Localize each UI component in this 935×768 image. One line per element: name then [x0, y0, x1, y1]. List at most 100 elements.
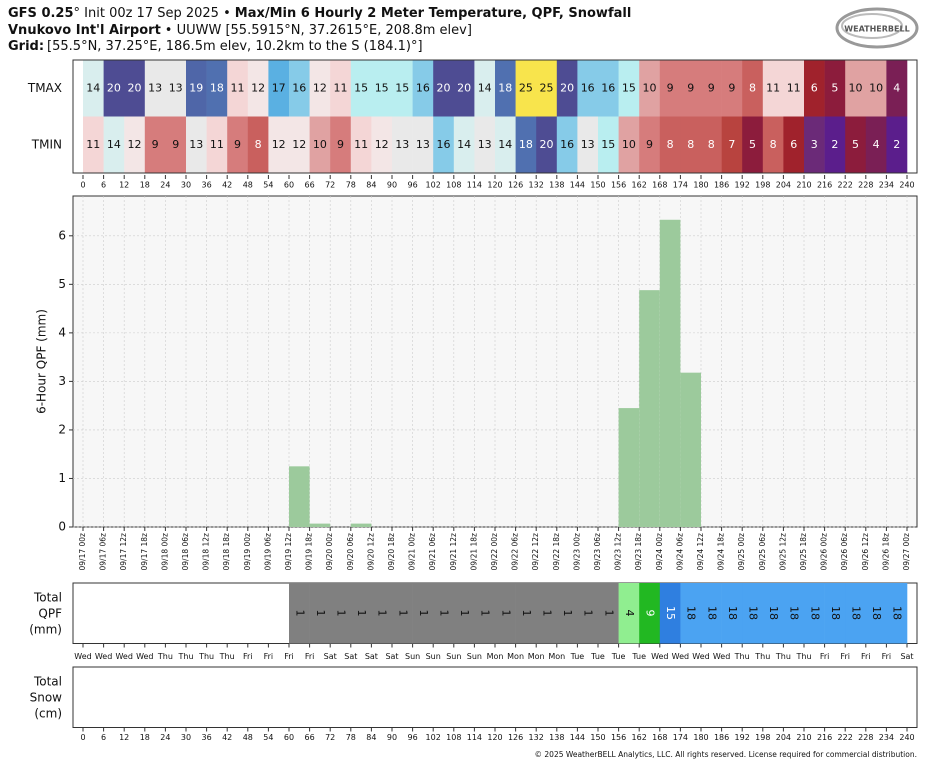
qpf-cell — [371, 583, 393, 644]
x-tick-label: 78 — [346, 181, 356, 190]
temp-cell — [804, 60, 825, 117]
x-tick-label: 144 — [570, 733, 585, 742]
qpf-label: 18 — [767, 606, 780, 620]
x-tick-label: 102 — [426, 733, 441, 742]
temp-cell — [309, 60, 331, 117]
qpf-cell — [886, 583, 908, 644]
x-tick-label: 09/17 18z — [140, 533, 149, 571]
qpf-label: 9 — [644, 610, 657, 617]
x-tick-label: 09/23 06z — [593, 533, 602, 571]
x-tick-label: 102 — [426, 181, 441, 190]
temp-cell — [186, 116, 207, 173]
qpf-cell — [659, 583, 681, 644]
logo-text: WEATHERBELL — [844, 25, 909, 34]
temp-label: 11 — [231, 81, 245, 94]
temp-cell — [845, 116, 867, 173]
x-tick-label: 09/24 06z — [675, 533, 684, 571]
qpf-label: 18 — [870, 606, 883, 620]
x-tick-label: 09/23 12z — [614, 533, 623, 571]
y-tick-label: 5 — [58, 277, 66, 291]
x-tick-label: 09/19 18z — [305, 533, 314, 571]
temp-cell — [227, 116, 249, 173]
x-tick-label: 09/18 12z — [202, 533, 211, 571]
strip-label: Total — [33, 675, 62, 689]
x-tick-label: 30 — [181, 181, 191, 190]
x-tick-label: 12 — [119, 733, 129, 742]
x-tick-label: Thu — [177, 652, 193, 661]
x-tick-label: 198 — [755, 733, 770, 742]
x-tick-label: Thu — [795, 652, 811, 661]
x-tick-label: 0 — [80, 733, 85, 742]
temp-cell — [495, 60, 516, 117]
x-tick-label: Sun — [405, 652, 420, 661]
temp-cell — [886, 60, 908, 117]
temp-cell — [639, 60, 661, 117]
temp-cell — [247, 60, 269, 117]
x-tick-label: 114 — [467, 181, 482, 190]
temp-cell — [206, 116, 228, 173]
temp-label: 10 — [313, 138, 327, 151]
temp-label: 4 — [873, 138, 880, 151]
x-tick-label: 09/22 12z — [531, 533, 540, 571]
qpf-cell — [289, 583, 310, 644]
x-tick-label: 09/19 12z — [284, 533, 293, 571]
temp-label: 18 — [210, 81, 224, 94]
temp-cell — [247, 116, 269, 173]
bar — [659, 219, 681, 527]
temp-label: 8 — [667, 138, 674, 151]
temp-label: 9 — [337, 138, 344, 151]
x-tick-label: 48 — [243, 733, 253, 742]
x-tick-label: 204 — [776, 733, 791, 742]
y-tick-label: 6 — [58, 228, 66, 242]
temp-cell — [515, 116, 537, 173]
temp-cell — [824, 60, 846, 117]
x-tick-label: 42 — [222, 181, 232, 190]
temp-cell — [598, 116, 619, 173]
temp-label: 8 — [708, 138, 715, 151]
x-tick-label: 72 — [325, 733, 335, 742]
temp-label: 11 — [86, 138, 100, 151]
temp-cell — [474, 116, 496, 173]
temp-label: 19 — [189, 81, 203, 94]
station: Vnukovo Int'l Airport — [8, 23, 161, 38]
qpf-label: 15 — [664, 606, 677, 620]
x-tick-label: 126 — [508, 181, 523, 190]
x-tick-label: 54 — [263, 181, 273, 190]
qpf-label: 18 — [747, 606, 760, 620]
x-tick-label: 120 — [487, 181, 502, 190]
temp-label: 14 — [457, 138, 471, 151]
temp-label: 18 — [519, 138, 533, 151]
x-tick-label: Wed — [692, 652, 709, 661]
qpf-label: 1 — [355, 610, 368, 617]
x-tick-label: 84 — [366, 733, 376, 742]
qpf-cell — [515, 583, 537, 644]
qpf-cell — [495, 583, 516, 644]
x-tick-label: 09/20 00z — [325, 533, 334, 571]
qpf-cell — [536, 583, 558, 644]
x-tick-label: 66 — [305, 733, 315, 742]
temp-cell — [103, 116, 125, 173]
x-tick-label: 144 — [570, 181, 585, 190]
x-tick-label: 09/24 18z — [717, 533, 726, 571]
x-tick-label: 09/17 00z — [78, 533, 87, 571]
qpf-label: 1 — [602, 610, 615, 617]
temp-cell — [412, 60, 434, 117]
temp-label: 11 — [787, 81, 801, 94]
station-info: • UUWW [55.5915°N, 37.2615°E, 208.8m ele… — [165, 23, 472, 38]
temp-label: 9 — [687, 81, 694, 94]
x-tick-label: 108 — [446, 733, 461, 742]
qpf-cell — [639, 583, 661, 644]
temp-cell — [639, 116, 661, 173]
x-tick-label: 222 — [838, 181, 853, 190]
x-tick-label: 09/26 06z — [840, 533, 849, 571]
temp-cell — [556, 116, 578, 173]
row-label: TMAX — [27, 81, 62, 95]
temp-cell — [474, 60, 496, 117]
temp-label: 14 — [498, 138, 512, 151]
temp-label: 14 — [86, 81, 100, 94]
init: ° Init 00z 17 Sep 2025 • — [74, 6, 231, 21]
temp-label: 11 — [334, 81, 348, 94]
x-tick-label: 162 — [632, 181, 647, 190]
grid-label: Grid: — [8, 39, 44, 54]
x-tick-label: Sat — [324, 652, 337, 661]
